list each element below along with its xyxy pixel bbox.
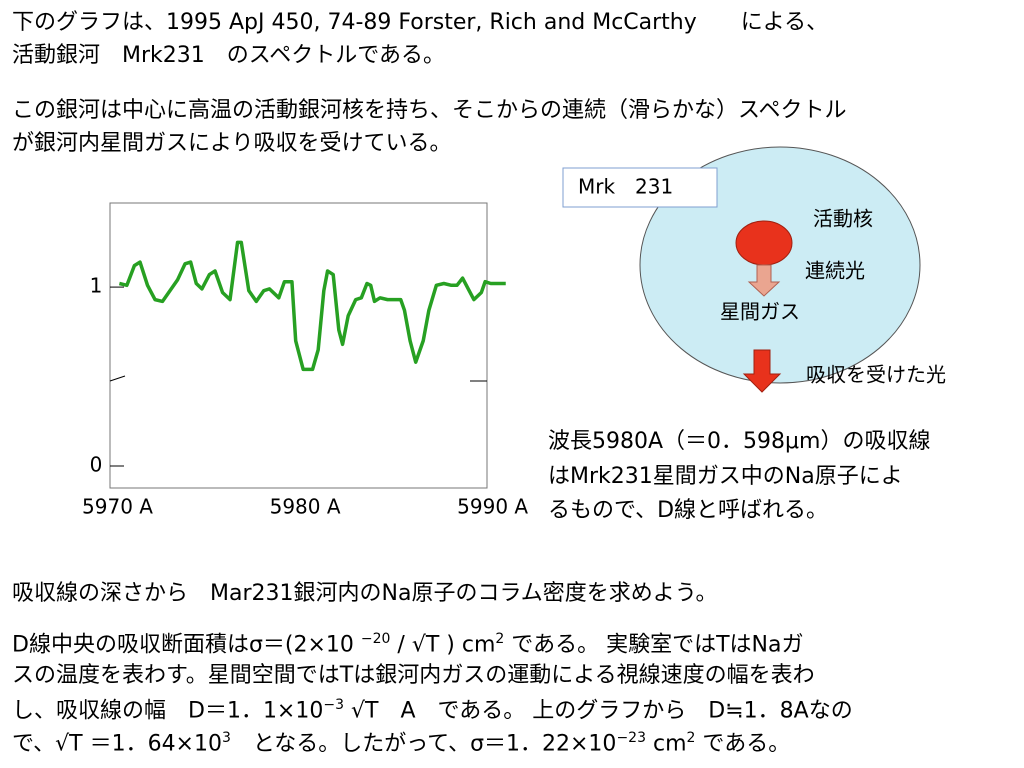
text: cm [645, 731, 687, 757]
frame-tick [109, 375, 126, 382]
text: し、吸収線の幅 D＝1．1×10 [12, 698, 324, 724]
plot-frame [109, 202, 488, 489]
text: である。 実験室ではTはNaガ [504, 632, 804, 658]
description: が銀河内星間ガスにより吸収を受けている。 [12, 131, 452, 156]
superscript: 3 [222, 730, 231, 746]
label: 連続光 [805, 259, 865, 283]
arrow [747, 264, 781, 297]
superscript: −3 [323, 697, 345, 713]
text: √T A である。 上のグラフから D≒1．8Aなの [344, 698, 853, 724]
x-tick-label: 5990 A [457, 495, 528, 519]
superscript: 2 [686, 730, 696, 746]
task: 吸収線の深さから Mar231銀河内のNa原子のコラム密度を求めよう。 [12, 581, 718, 606]
intro: 活動銀河 Mrk231 のスペクトルである。 [12, 43, 445, 68]
explanation-line: D線中央の吸収断面積はσ＝(2×10 −20 / √T ) cm2 である。 実… [12, 632, 803, 656]
text: / √T ) cm [390, 632, 496, 658]
text: D線中央の吸収断面積はσ＝(2×10 [12, 632, 361, 658]
galaxy-name: Mrk 231 [578, 175, 673, 199]
y-tick-label: 0 [90, 453, 103, 477]
explanation-line: し、吸収線の幅 D＝1．1×10−3 √T A である。 上のグラフから D≒1… [12, 698, 853, 722]
nucleus [735, 220, 793, 266]
explanation-line: で、√T ＝1．64×103 となる。したがって、σ＝1．22×10−23 cm… [12, 731, 790, 755]
note: 波長5980A（＝0．598μm）の吸収線 [548, 429, 931, 454]
superscript: −20 [360, 631, 391, 647]
note: るもので、D線と呼ばれる。 [548, 498, 829, 523]
x-tick-label: 5970 A [82, 495, 153, 519]
x-tick-label: 5980 A [270, 495, 341, 519]
spectrum-line [118, 240, 506, 372]
label: 吸収を受けた光 [806, 363, 946, 387]
label: 活動核 [813, 207, 873, 231]
superscript: 2 [495, 631, 505, 647]
text: で、√T ＝1．64×10 [12, 731, 222, 757]
arrow [742, 349, 782, 393]
description: この銀河は中心に高温の活動銀河核を持ち、そこからの連続（滑らかな）スペクトル [12, 98, 847, 123]
label: 星間ガス [720, 300, 800, 324]
intro: 下のグラフは、1995 ApJ 450, 74-89 Forster, Rich… [12, 10, 829, 35]
text: となる。したがって、σ＝1．22×10 [230, 731, 617, 757]
y-tick-label: 1 [90, 274, 103, 298]
superscript: −23 [616, 730, 646, 746]
text: である。 [695, 731, 791, 757]
explanation-line: スの温度を表わす。星間空間ではTは銀河内ガスの運動による視線速度の幅を表わ [12, 665, 815, 687]
note: はMrk231星間ガス中のNa原子によ [548, 464, 903, 489]
label-box [562, 167, 718, 208]
text: スの温度を表わす。星間空間ではTは銀河内ガスの運動による視線速度の幅を表わ [12, 663, 815, 688]
